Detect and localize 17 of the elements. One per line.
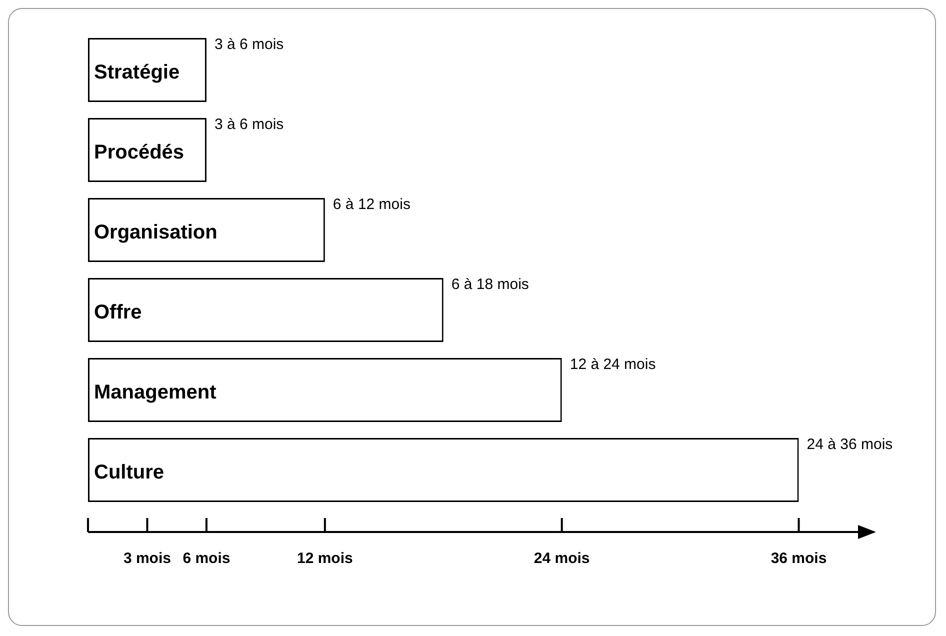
- y-tick-label: Offre: [94, 302, 142, 324]
- data-label: 6 à 12 mois: [332, 196, 410, 214]
- y-tick-label: Stratégie: [94, 62, 180, 84]
- y-tick-label: Organisation: [94, 222, 218, 244]
- y-tick-label: Management: [94, 382, 217, 404]
- x-tick-label: 6 mois: [182, 550, 230, 568]
- x-tick-label: 36 mois: [770, 550, 827, 568]
- data-label: 3 à 6 mois: [214, 36, 284, 54]
- y-tick-label: Culture: [94, 462, 164, 484]
- data-label: 6 à 18 mois: [451, 276, 529, 294]
- data-label: 3 à 6 mois: [214, 116, 284, 134]
- data-label: 24 à 36 mois: [806, 436, 893, 454]
- data-label: 12 à 24 mois: [570, 356, 656, 374]
- x-tick-label: 24 mois: [534, 550, 590, 568]
- x-tick-label: 12 mois: [296, 550, 353, 568]
- x-tick-label: 3 mois: [123, 550, 171, 568]
- y-tick-label: Procédés: [94, 142, 184, 164]
